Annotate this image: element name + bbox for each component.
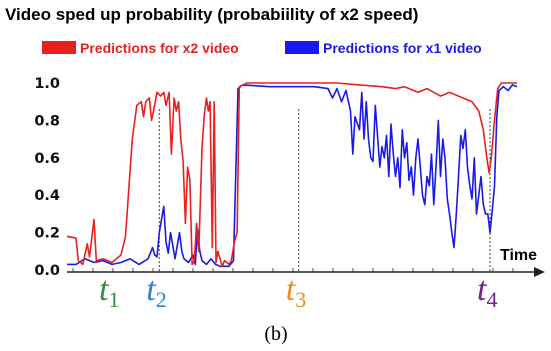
series-line-x1	[67, 84, 518, 268]
x-axis-arrow-icon	[534, 267, 545, 277]
y-tick-label: 0.2	[34, 226, 60, 242]
y-tick-label: 1.0	[34, 76, 60, 92]
legend: Predictions for x2 video Predictions for…	[42, 40, 482, 56]
legend-swatch-x1	[285, 41, 319, 54]
legend-label-x1: Predictions for x1 video	[323, 40, 482, 56]
legend-swatch-x2	[42, 41, 76, 54]
chart-title: Video sped up probability (probabiility …	[5, 5, 418, 24]
time-marker-t1: t1	[99, 271, 119, 312]
series-line-x2	[66, 82, 517, 268]
y-axis: 0.0 0.2 0.4 0.6 0.8 1.0	[34, 76, 60, 279]
time-marker-t2: t2	[146, 271, 166, 312]
time-marker-t3: t3	[286, 271, 306, 312]
x-axis-label: Time	[500, 247, 537, 264]
legend-label-x2: Predictions for x2 video	[80, 40, 239, 56]
y-tick-label: 0.8	[34, 113, 60, 129]
figure-caption: (b)	[264, 323, 287, 345]
y-tick-label: 0.6	[34, 151, 60, 167]
marker-lines	[158, 109, 491, 272]
time-markers: t1 t2 t3 t4	[99, 271, 497, 312]
y-tick-label: 0.0	[34, 263, 60, 279]
y-tick-label: 0.4	[34, 188, 60, 204]
time-marker-t4: t4	[477, 271, 497, 312]
